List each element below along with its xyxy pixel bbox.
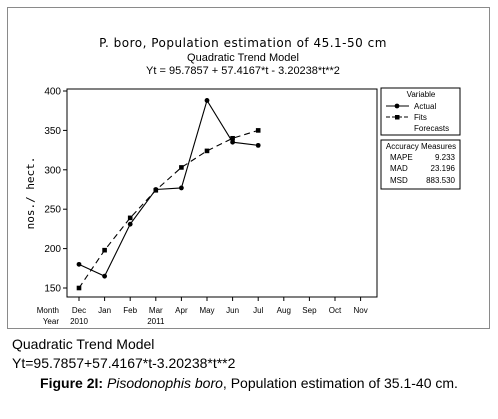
accuracy-title: Accuracy Measures <box>386 142 456 151</box>
y-tick-label: 350 <box>44 126 61 137</box>
plot-area <box>66 88 378 298</box>
fits-point <box>127 215 133 221</box>
y-axis: 150 200 250 300 350 400 <box>44 87 67 295</box>
x-tick-label: Apr <box>175 306 188 315</box>
figure-label: Figure 2I: <box>40 375 104 391</box>
x-tick-label: Sep <box>302 306 317 315</box>
fits-point <box>76 285 82 291</box>
chart-subtitle: Quadratic Trend Model <box>187 52 299 64</box>
fits-point <box>255 128 261 133</box>
accuracy-label-mad: MAD <box>390 164 408 173</box>
fits-point <box>179 165 184 170</box>
legend-title: Variable <box>407 90 436 99</box>
x-tick-label: Jan <box>98 306 111 315</box>
figure-caption-rest: , Population estimation of 35.1-40 cm. <box>222 375 458 391</box>
actual-point <box>102 273 107 279</box>
y-tick-label: 300 <box>44 165 61 176</box>
actual-point <box>255 142 261 148</box>
figure-caption: Figure 2I: Pisodonophis boro, Population… <box>0 375 498 391</box>
trend-chart: P. boro, Population estimation of 45.1-5… <box>24 36 461 326</box>
actual-point <box>179 185 184 191</box>
legend-actual-marker <box>394 103 400 109</box>
actual-series-line <box>78 99 259 277</box>
accuracy-value-mad: 23.196 <box>431 164 456 173</box>
series-layer <box>76 98 261 291</box>
fits-series-line <box>78 129 259 289</box>
legend-fits-label: Fits <box>414 113 427 122</box>
x-tick-label: Dec <box>72 306 86 315</box>
actual-point <box>76 261 82 267</box>
x-tick-label: Feb <box>123 306 137 315</box>
legend: Variable Actual Fits Forecasts <box>380 87 461 136</box>
x-row-label-year: Year <box>43 317 60 326</box>
x-row-label-month: Month <box>37 306 59 315</box>
x-tick-label: Aug <box>277 306 291 315</box>
x-year-label: 2011 <box>147 317 165 326</box>
caption-equation: Yt=95.7857+57.4167*t-3.20238*t**2 <box>12 355 236 371</box>
y-tick-label: 150 <box>44 284 61 295</box>
chart-equation: Yt = 95.7857 + 57.4167*t - 3.20238*t**2 <box>146 65 340 77</box>
x-tick-label: Nov <box>353 306 367 315</box>
chart-frame <box>7 7 490 329</box>
accuracy-label-msd: MSD <box>390 176 408 185</box>
legend-fits-marker <box>395 115 400 120</box>
accuracy-value-mape: 9.233 <box>435 153 456 162</box>
actual-point <box>127 221 133 227</box>
figure-species: Pisodonophis boro <box>106 375 223 391</box>
fits-point <box>204 148 210 154</box>
y-tick-label: 200 <box>44 244 61 255</box>
x-tick-label: Mar <box>149 306 163 315</box>
fits-point <box>102 247 107 253</box>
chart-title: P. boro, Population estimation of 45.1-5… <box>99 36 387 50</box>
legend-actual-label: Actual <box>414 102 436 111</box>
actual-point <box>230 139 236 145</box>
x-tick-label: Jul <box>253 306 263 315</box>
fits-point <box>153 187 159 193</box>
x-axis: Dec 2010 Jan Feb Mar 2011 Apr May Jun Jul Aug Sep Oc… <box>70 297 368 326</box>
y-tick-label: 250 <box>44 205 61 216</box>
x-tick-label: Jun <box>226 306 239 315</box>
fits-point <box>230 135 235 141</box>
caption-model-title: Quadratic Trend Model <box>12 336 155 352</box>
accuracy-label-mape: MAPE <box>390 153 413 162</box>
x-year-label: 2010 <box>70 317 88 326</box>
y-axis-label: nos./ hect. <box>24 157 37 230</box>
accuracy-value-msd: 883.530 <box>426 176 455 185</box>
actual-point <box>204 98 210 103</box>
x-tick-label: May <box>199 306 214 315</box>
legend-forecasts-label: Forecasts <box>414 124 449 133</box>
x-tick-label: Oct <box>329 306 342 315</box>
y-tick-label: 400 <box>44 87 61 98</box>
accuracy-box: Accuracy Measures MAPE 9.233 MAD 23.196 … <box>380 139 461 190</box>
